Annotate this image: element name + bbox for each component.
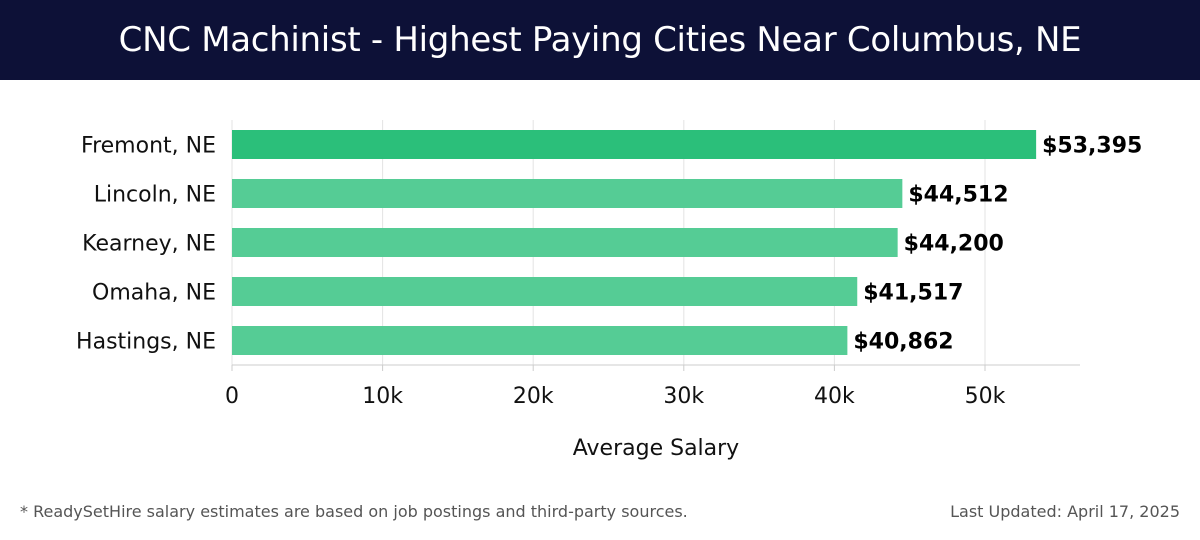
category-label: Omaha, NE: [92, 281, 216, 306]
x-tick-label: 20k: [513, 384, 554, 409]
bar: [232, 130, 1037, 159]
x-axis-title: Average Salary: [573, 436, 739, 461]
bar-chart: 0 10k 20k 30k 40k 50k Fremont, NE $53,395 Lincol…: [76, 120, 1142, 461]
chart-title: CNC Machinist - Highest Paying Cities Ne…: [118, 20, 1082, 60]
value-label: $41,517: [863, 281, 963, 306]
chart-header: CNC Machinist - Highest Paying Cities Ne…: [0, 0, 1200, 80]
x-tick-label: 50k: [965, 384, 1006, 409]
footnote: * ReadySetHire salary estimates are base…: [20, 502, 688, 521]
category-label: Fremont, NE: [81, 134, 216, 159]
x-tick-label: 10k: [362, 384, 403, 409]
bar: [232, 179, 903, 208]
bar: [232, 277, 858, 306]
x-tick-label: 40k: [814, 384, 855, 409]
value-label: $40,862: [853, 330, 953, 355]
value-label: $44,512: [908, 183, 1008, 208]
category-label: Kearney, NE: [82, 232, 216, 257]
bar: [232, 228, 898, 257]
value-label: $44,200: [904, 232, 1004, 257]
bar: [232, 326, 848, 355]
x-tick-label: 30k: [663, 384, 704, 409]
last-updated: Last Updated: April 17, 2025: [950, 502, 1180, 521]
x-tick-label: 0: [225, 384, 239, 409]
category-label: Hastings, NE: [76, 330, 216, 355]
category-label: Lincoln, NE: [94, 183, 216, 208]
value-label: $53,395: [1042, 134, 1142, 159]
